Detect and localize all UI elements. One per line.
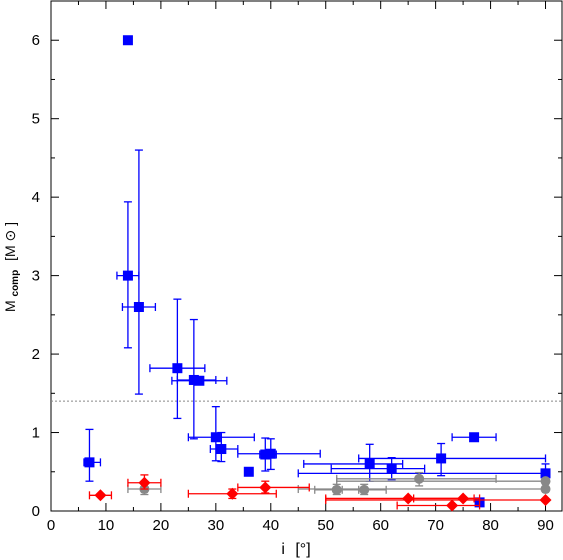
square-marker bbox=[243, 466, 254, 477]
y-axis-title-unit-open: [M bbox=[2, 245, 18, 261]
data-marks bbox=[83, 35, 552, 512]
circle-marker bbox=[540, 476, 551, 487]
square-marker bbox=[265, 448, 276, 459]
diamond-marker bbox=[446, 499, 459, 512]
y-tick-label: 1 bbox=[32, 425, 40, 442]
square-marker bbox=[216, 444, 227, 455]
square-marker bbox=[540, 468, 551, 479]
y-tick-label: 0 bbox=[32, 503, 40, 520]
diamond-marker bbox=[94, 489, 107, 502]
square-marker bbox=[188, 374, 199, 385]
circle-marker bbox=[414, 473, 425, 484]
x-axis-title-unit: [°] bbox=[295, 541, 310, 558]
y-tick-label: 4 bbox=[32, 189, 40, 206]
diamond-marker bbox=[402, 492, 415, 505]
square-marker bbox=[260, 449, 271, 460]
circle-marker bbox=[331, 484, 342, 495]
axis-ticks bbox=[50, 0, 562, 512]
square-marker bbox=[386, 463, 397, 474]
diamond-marker bbox=[539, 494, 552, 507]
x-tick-label: 50 bbox=[317, 517, 334, 534]
square-marker bbox=[172, 363, 183, 374]
x-tick-label: 90 bbox=[537, 517, 554, 534]
square-marker bbox=[122, 270, 133, 281]
circle-marker bbox=[359, 484, 370, 495]
y-axis-title: M comp [M ⊙ ] bbox=[2, 222, 21, 312]
square-marker bbox=[122, 35, 133, 46]
circle-marker bbox=[540, 484, 551, 495]
y-tick-label: 2 bbox=[32, 346, 40, 363]
axis-labels: 0 10 20 30 40 50 60 70 80 90 0 1 2 3 4 5 6 bbox=[32, 32, 554, 534]
x-tick-label: 70 bbox=[427, 517, 444, 534]
y-tick-label: 5 bbox=[32, 111, 40, 128]
x-tick-label: 60 bbox=[372, 517, 389, 534]
x-tick-label: 20 bbox=[153, 517, 170, 534]
y-tick-label: 6 bbox=[32, 32, 40, 49]
square-marker bbox=[469, 432, 480, 443]
diamond-marker bbox=[457, 492, 470, 505]
square-marker bbox=[133, 302, 144, 312]
square-marker bbox=[84, 457, 95, 468]
diamond-marker bbox=[138, 476, 151, 489]
y-axis-title-unit-close: ] bbox=[2, 222, 18, 226]
y-axis-title-sub: comp bbox=[10, 270, 21, 297]
square-marker bbox=[436, 453, 447, 464]
x-axis-title-main: i bbox=[281, 541, 285, 558]
square-marker bbox=[194, 375, 205, 386]
y-tick-label: 3 bbox=[32, 268, 40, 285]
sun-symbol-icon: ⊙ bbox=[2, 230, 18, 242]
y-axis-title-main: M bbox=[2, 300, 18, 312]
square-marker bbox=[210, 432, 221, 443]
square-marker bbox=[364, 458, 375, 469]
x-axis-title: i [°] bbox=[281, 541, 310, 558]
x-tick-label: 80 bbox=[482, 517, 499, 534]
x-tick-label: 10 bbox=[98, 517, 115, 534]
plot-frame bbox=[50, 0, 563, 512]
diamond-marker bbox=[226, 487, 239, 500]
x-tick-label: 0 bbox=[47, 517, 55, 534]
x-tick-label: 30 bbox=[207, 517, 224, 534]
diamond-marker bbox=[259, 481, 272, 494]
x-tick-label: 40 bbox=[262, 517, 279, 534]
